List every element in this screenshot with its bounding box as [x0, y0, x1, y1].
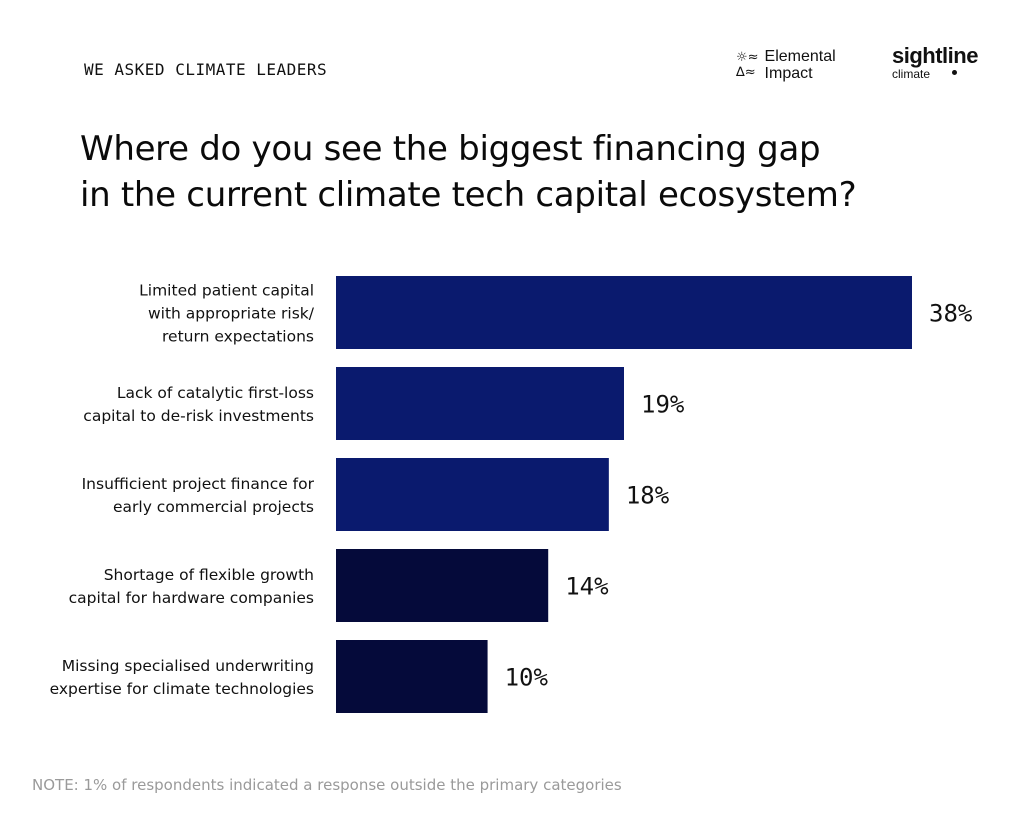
category-label-2-line-2: capital to de-risk investments [83, 407, 314, 425]
category-label-5: Missing specialised underwriting expertis… [50, 657, 314, 698]
value-label-3: 18% [626, 482, 670, 510]
sightline-logo-sub: climate [892, 67, 931, 81]
category-label-1-line-3: return expectations [162, 328, 314, 346]
sightline-logo-name: sightline [892, 43, 978, 68]
bar-2 [336, 367, 624, 440]
sightline-dot-icon [952, 70, 957, 75]
category-label-3-line-1: Insufficient project finance for [82, 475, 315, 493]
footnote: NOTE: 1% of respondents indicated a resp… [32, 776, 622, 794]
category-label-4-line-1: Shortage of flexible growth [104, 566, 314, 584]
category-label-4: Shortage of flexible growth capital for h… [69, 566, 314, 607]
category-label-2-line-1: Lack of catalytic first-loss [117, 384, 314, 402]
bar-5 [336, 640, 488, 713]
category-label-4-line-2: capital for hardware companies [69, 589, 314, 607]
chart-title-line1: Where do you see the biggest financing g… [80, 129, 821, 169]
category-label-5-line-2: expertise for climate technologies [50, 680, 314, 698]
category-label-3-line-2: early commercial projects [113, 498, 314, 516]
chart-title-line2: in the current climate tech capital ecos… [80, 175, 857, 215]
value-label-5: 10% [505, 664, 549, 692]
bar-4 [336, 549, 549, 622]
category-label-5-line-1: Missing specialised underwriting [62, 657, 314, 675]
value-label-2: 19% [641, 391, 685, 419]
elemental-logo-line2: Impact [764, 65, 813, 82]
elemental-logo-line1: Elemental [764, 48, 836, 65]
value-label-1: 38% [929, 300, 973, 328]
kicker-label: WE ASKED CLIMATE LEADERS [84, 60, 328, 79]
bar-3 [336, 458, 609, 531]
chart-title: Where do you see the biggest financing g… [80, 126, 940, 218]
bar-1 [336, 276, 912, 349]
value-label-4: 14% [565, 573, 609, 601]
category-label-3: Insufficient project finance for early co… [82, 475, 315, 516]
category-label-2: Lack of catalytic first-loss capital to d… [83, 384, 314, 425]
elemental-impact-logo: ☼≈ ∆≈ Elemental Impact [736, 48, 836, 82]
category-label-1-line-1: Limited patient capital [139, 282, 314, 300]
category-label-1: Limited patient capital with appropriate … [139, 282, 315, 346]
category-label-1-line-2: with appropriate risk/ [148, 305, 315, 323]
sightline-climate-logo: sightline climate [892, 44, 978, 81]
elemental-mark-icon: ☼≈ ∆≈ [736, 50, 759, 80]
